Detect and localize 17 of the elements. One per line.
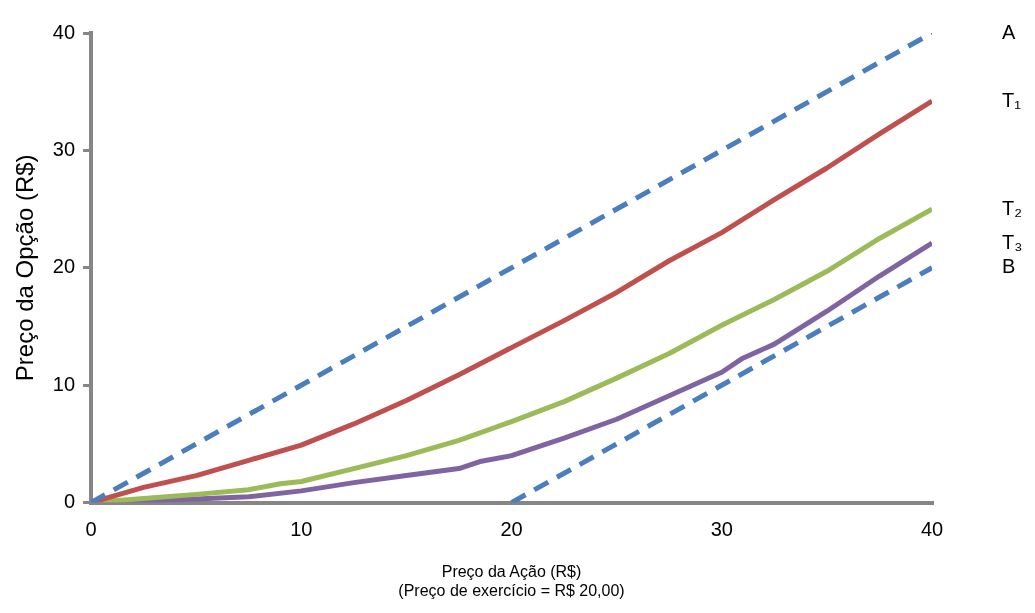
x-axis-title: Preço da Ação (R$) (Preço de exercício = R$ 20,00) <box>398 562 625 599</box>
text: T₁ <box>1002 88 1022 111</box>
text: B <box>1002 255 1016 278</box>
x-tick-label: 30 <box>710 518 733 541</box>
text: A <box>1002 20 1016 43</box>
text: T₃ <box>1002 230 1023 253</box>
text: T₂ <box>1002 196 1022 219</box>
x-tick-label: 40 <box>920 518 944 541</box>
y-tick-label: 40 <box>52 20 76 43</box>
y-tick-label: 0 <box>63 490 76 513</box>
y-tick-label: 30 <box>52 137 76 160</box>
y-axis-title: Preço da Opção (R$) <box>11 154 39 382</box>
y-tick-label: 20 <box>52 255 76 278</box>
x-tick-label: 10 <box>290 518 313 541</box>
y-tick-label: 10 <box>52 372 76 395</box>
x-tick-label: 0 <box>85 518 97 541</box>
x-tick-label: 20 <box>500 518 523 541</box>
